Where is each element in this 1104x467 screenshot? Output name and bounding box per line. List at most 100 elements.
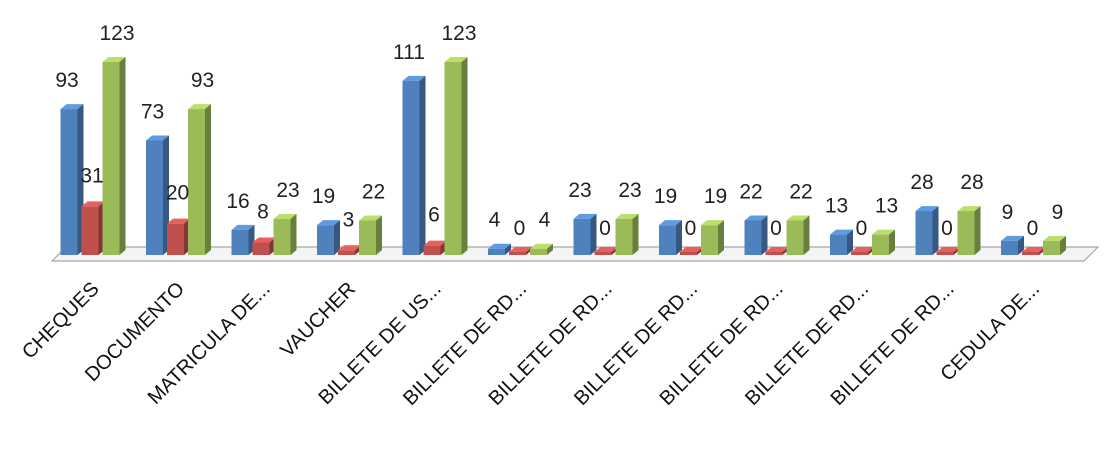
bar-top: [851, 247, 874, 252]
bar: [146, 135, 169, 255]
bar-top: [744, 215, 768, 221]
bar: [701, 220, 724, 255]
bar-front: [231, 229, 249, 255]
data-label: 22: [739, 180, 762, 203]
data-label: 123: [441, 22, 476, 45]
bar-front: [830, 234, 847, 255]
bar-top: [1043, 235, 1066, 241]
bar-top: [252, 237, 276, 243]
bar-top: [488, 243, 511, 249]
bar-front: [509, 252, 526, 255]
data-label: 6: [428, 204, 440, 227]
bar-top: [1022, 247, 1045, 252]
bar-front: [488, 248, 505, 255]
bar-front: [936, 252, 954, 255]
bar-side: [290, 213, 297, 255]
bar-top: [188, 104, 211, 110]
bar-front: [659, 225, 676, 255]
data-label: 0: [1027, 217, 1039, 240]
bar-front: [701, 225, 718, 255]
bar-side: [1060, 235, 1066, 255]
bar-front: [615, 218, 633, 255]
bar-top: [594, 247, 618, 252]
bar-top: [146, 135, 169, 141]
bar: [830, 229, 853, 255]
bar-front: [188, 109, 205, 255]
category-label: VAUCHER: [276, 278, 360, 362]
data-label: 28: [960, 171, 983, 194]
bar-top: [936, 247, 960, 252]
bar-front: [252, 242, 270, 255]
bar-top: [701, 220, 724, 226]
data-label: 73: [141, 100, 164, 123]
data-label: 93: [55, 69, 78, 92]
bar-top: [830, 229, 853, 235]
bar-side: [334, 220, 340, 255]
data-label: 28: [910, 171, 933, 194]
bar: [488, 243, 511, 255]
data-label: 111: [393, 41, 425, 64]
bar-top: [231, 224, 255, 230]
bar: [573, 213, 597, 255]
data-label: 20: [166, 182, 189, 205]
bar-front: [338, 250, 355, 255]
bar-side: [1018, 235, 1024, 255]
bar-top: [81, 201, 105, 207]
data-label: 93: [191, 69, 214, 92]
bar: [188, 104, 211, 255]
bar-front: [915, 211, 933, 255]
data-label: 16: [226, 190, 249, 213]
bar-top: [444, 57, 468, 62]
bar-front: [786, 220, 804, 255]
bar: [444, 57, 468, 255]
bar-front: [530, 248, 547, 255]
data-label: 19: [312, 185, 335, 208]
bar-side: [505, 243, 511, 255]
data-label: 4: [539, 209, 551, 232]
bar-top: [615, 213, 639, 219]
bar-side: [419, 75, 426, 255]
bar: [273, 213, 297, 255]
bar-front: [680, 252, 697, 255]
data-label: 3: [343, 208, 355, 231]
bar-side: [889, 229, 895, 255]
bar-front: [744, 220, 762, 255]
bar-top: [359, 215, 382, 221]
category-label: CHEQUES: [18, 278, 103, 363]
bar: [231, 224, 255, 255]
data-label: 0: [856, 217, 868, 240]
bar-top: [273, 213, 297, 219]
data-label: 9: [1002, 201, 1014, 224]
bar-top: [573, 213, 597, 219]
bar-front: [359, 220, 376, 255]
bar-top: [317, 220, 340, 226]
bar-front: [1043, 240, 1060, 255]
bar: [615, 213, 639, 255]
bar: [786, 215, 810, 255]
bar-side: [590, 213, 597, 255]
data-label: 13: [825, 195, 848, 218]
bar-front: [167, 223, 184, 255]
bar-side: [119, 57, 126, 255]
bar-top: [957, 206, 981, 212]
bar-side: [461, 57, 468, 255]
bar-top: [915, 206, 939, 212]
bar-top: [659, 220, 682, 226]
bars: [60, 57, 1066, 255]
data-label: 23: [276, 179, 299, 202]
bar-front: [957, 211, 975, 255]
bar: [423, 240, 447, 255]
bar-front: [594, 252, 612, 255]
bar-front: [423, 245, 441, 255]
bar-side: [376, 215, 382, 255]
bar-side: [205, 104, 211, 255]
data-label: 8: [257, 200, 269, 223]
data-label: 23: [568, 179, 591, 202]
data-label: 22: [362, 180, 385, 203]
bar: [102, 57, 126, 255]
data-label: 31: [80, 164, 103, 187]
data-label: 9: [1052, 201, 1064, 224]
bar-top: [509, 247, 532, 252]
